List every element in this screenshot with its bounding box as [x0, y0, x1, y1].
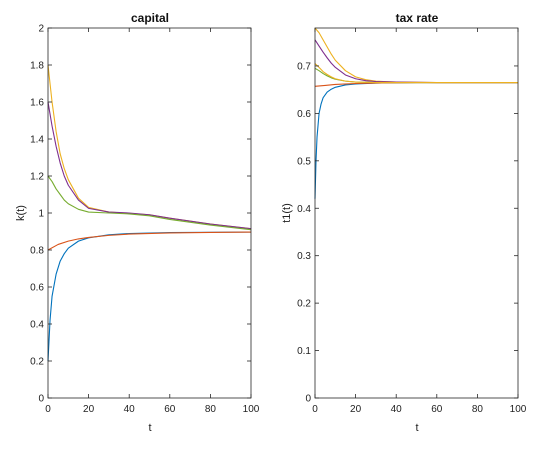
tax-rate-xtick-label: 40 — [391, 404, 403, 415]
capital-subplot: capital t k(t) 0 20 40 60 80 100 0 0.2 0.4 0.6 0.8… — [15, 11, 260, 434]
tax-rate-series-line-4 — [314, 39, 518, 84]
capital-xlabel: t — [148, 422, 151, 434]
capital-title: capital — [131, 11, 169, 25]
tax-rate-ytick-label: 0.2 — [297, 299, 311, 310]
capital-series-line-5 — [47, 175, 252, 231]
capital-series-line-2 — [47, 231, 252, 251]
tax-rate-axes-box — [314, 27, 519, 399]
capital-ticks: 0 20 40 60 80 100 0 0.2 0.4 0.6 0.8 1 1.2 1.4 1.6 1.8 2 — [30, 24, 260, 416]
capital-xtick-label: 40 — [124, 404, 136, 415]
capital-ytick-label: 0.4 — [30, 320, 44, 331]
capital-xtick-label: 20 — [83, 404, 95, 415]
tax-rate-ytick-label: 0.1 — [297, 346, 311, 357]
tax-rate-series-line-2 — [314, 82, 518, 87]
capital-xtick-label: 60 — [164, 404, 176, 415]
tax-rate-ticks: 0 20 40 60 80 100 0 0.1 0.2 0.3 0.4 0.5 0.6 0.7 — [297, 28, 527, 415]
tax-rate-xtick-label: 100 — [510, 404, 527, 415]
tax-rate-xtick-label: 80 — [472, 404, 484, 415]
capital-series-line-3 — [47, 64, 252, 230]
tax-rate-ytick-label: 0.5 — [297, 156, 311, 167]
capital-ytick-label: 2 — [38, 24, 44, 35]
tax-rate-series-line-6 — [314, 63, 518, 84]
tax-rate-ylabel: t1(t) — [281, 203, 293, 223]
capital-xtick-label: 0 — [45, 404, 51, 415]
capital-series-line-4 — [47, 101, 252, 230]
capital-lines — [47, 64, 252, 362]
capital-ylabel: k(t) — [15, 205, 27, 221]
capital-ytick-label: 1 — [38, 209, 44, 220]
tax-rate-ytick-label: 0.3 — [297, 251, 311, 262]
tax-rate-lines — [314, 27, 518, 199]
capital-ytick-label: 0 — [38, 394, 44, 405]
tax-rate-xtick-label: 0 — [312, 404, 318, 415]
capital-ytick-label: 1.4 — [30, 135, 44, 146]
tax-rate-ytick-label: 0 — [305, 394, 311, 405]
capital-ytick-label: 1.6 — [30, 98, 44, 109]
tax-rate-ytick-label: 0.4 — [297, 204, 311, 215]
capital-xtick-label: 100 — [243, 404, 260, 415]
tax-rate-xlabel: t — [415, 422, 418, 434]
capital-ytick-label: 1.8 — [30, 61, 44, 72]
capital-ytick-label: 0.8 — [30, 246, 44, 257]
capital-ytick-label: 0.6 — [30, 283, 44, 294]
capital-series-line-1 — [47, 231, 252, 362]
tax-rate-xtick-label: 60 — [431, 404, 443, 415]
tax-rate-subplot: tax rate t t1(t) 0 20 40 60 80 10000.10.20.30… — [281, 11, 527, 434]
capital-axes-box — [47, 27, 252, 399]
tax-rate-ytick-label: 0.7 — [297, 61, 311, 72]
tax-rate-ytick-label: 0.6 — [297, 109, 311, 120]
capital-ytick-label: 0.2 — [30, 357, 44, 368]
capital-ytick-label: 1.2 — [30, 172, 44, 183]
tax-rate-series-line-1 — [314, 82, 518, 199]
tax-rate-title: tax rate — [396, 11, 439, 25]
tax-rate-xtick-label: 20 — [350, 404, 362, 415]
capital-xtick-label: 80 — [205, 404, 217, 415]
